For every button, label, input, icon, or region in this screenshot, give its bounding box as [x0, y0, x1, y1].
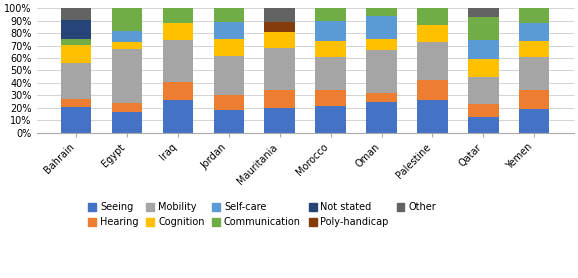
Bar	[417, 80, 447, 100]
Bar	[112, 112, 142, 133]
Bar	[214, 22, 244, 39]
Bar	[519, 23, 550, 41]
Bar	[214, 8, 244, 22]
Bar	[61, 45, 91, 63]
Bar	[61, 39, 91, 45]
Bar	[163, 83, 193, 100]
Bar	[519, 57, 550, 90]
Bar	[214, 95, 244, 110]
Bar	[468, 40, 499, 59]
Bar	[214, 110, 244, 133]
Bar	[468, 77, 499, 104]
Bar	[316, 90, 346, 106]
Bar	[214, 39, 244, 56]
Bar	[265, 48, 295, 90]
Bar	[316, 106, 346, 133]
Bar	[468, 117, 499, 133]
Bar	[61, 99, 91, 108]
Bar	[163, 24, 193, 40]
Bar	[366, 102, 397, 133]
Bar	[163, 100, 193, 133]
Bar	[163, 8, 193, 24]
Bar	[316, 8, 346, 21]
Bar	[61, 8, 91, 20]
Bar	[468, 104, 499, 117]
Bar	[417, 8, 447, 26]
Bar	[417, 100, 447, 133]
Bar	[519, 90, 550, 109]
Bar	[265, 90, 295, 108]
Bar	[366, 16, 397, 39]
Bar	[61, 20, 91, 39]
Bar	[265, 32, 295, 48]
Bar	[214, 56, 244, 95]
Bar	[112, 31, 142, 42]
Bar	[519, 8, 550, 23]
Bar	[112, 8, 142, 31]
Bar	[468, 59, 499, 77]
Bar	[417, 26, 447, 42]
Bar	[112, 103, 142, 112]
Bar	[61, 63, 91, 99]
Bar	[316, 57, 346, 90]
Bar	[366, 93, 397, 102]
Bar	[519, 41, 550, 57]
Bar	[61, 108, 91, 133]
Bar	[316, 41, 346, 57]
Bar	[417, 42, 447, 80]
Bar	[366, 50, 397, 93]
Bar	[366, 39, 397, 50]
Bar	[468, 8, 499, 17]
Legend: Seeing, Hearing, Mobility, Cognition, Self-care, Communication, Not stated, Poly: Seeing, Hearing, Mobility, Cognition, Se…	[88, 202, 436, 227]
Bar	[112, 49, 142, 103]
Bar	[265, 108, 295, 133]
Bar	[112, 42, 142, 49]
Bar	[316, 21, 346, 41]
Bar	[366, 8, 397, 16]
Bar	[265, 8, 295, 22]
Bar	[163, 40, 193, 83]
Bar	[265, 22, 295, 32]
Bar	[519, 109, 550, 133]
Bar	[468, 17, 499, 40]
